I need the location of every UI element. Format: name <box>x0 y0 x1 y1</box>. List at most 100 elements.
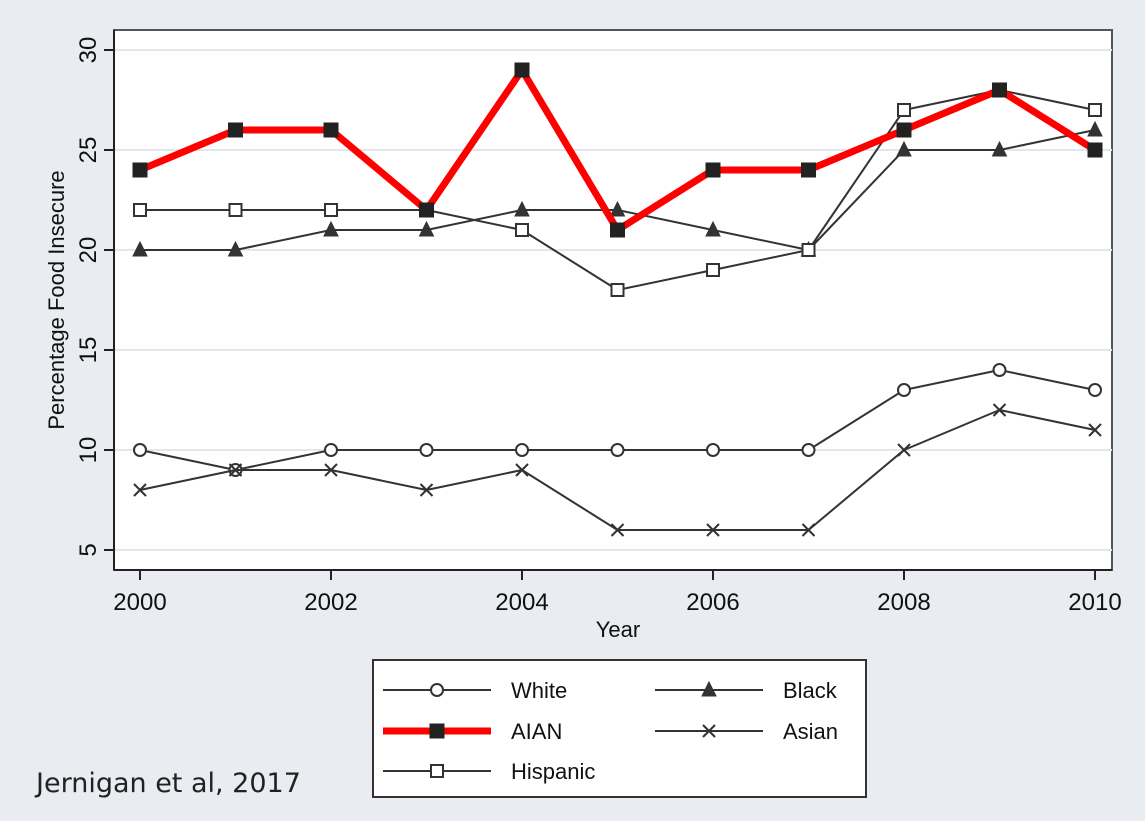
point-asian-2000-stroke-b <box>133 483 147 497</box>
x-tick-label-2002: 2002 <box>304 589 357 616</box>
legend-swatch-marker-white <box>430 683 444 697</box>
point-white-2000 <box>133 443 147 457</box>
gridlines <box>114 49 1112 551</box>
point-black-2005 <box>609 200 626 217</box>
point-aian-2009 <box>992 82 1007 98</box>
point-white-2005 <box>610 443 625 457</box>
point-asian-2004-stroke-b <box>515 463 529 477</box>
legend-label-aian: AIAN <box>511 719 562 744</box>
series-aian <box>132 62 1103 238</box>
point-hispanic-2006 <box>706 263 720 277</box>
legend-swatch-marker-aian <box>429 723 445 739</box>
point-asian-2005-stroke-b <box>610 523 625 537</box>
point-asian-2006 <box>706 523 720 537</box>
x-tick-label-2006: 2006 <box>686 589 739 616</box>
point-black-2002 <box>323 220 339 237</box>
x-tick-label-2010: 2010 <box>1068 589 1121 616</box>
point-black-2004 <box>514 200 530 217</box>
point-white-2008 <box>897 383 911 397</box>
point-hispanic-2002 <box>324 203 338 217</box>
point-asian-2010-stroke-b <box>1088 423 1102 437</box>
point-asian-2007 <box>801 523 816 537</box>
point-asian-2010 <box>1088 423 1102 437</box>
x-tick-label-2004: 2004 <box>495 589 548 616</box>
legend-item-aian: AIAN <box>383 719 562 744</box>
point-hispanic-2000 <box>133 203 147 217</box>
y-tick-label-15: 15 <box>75 337 102 364</box>
point-black-2000 <box>132 240 148 257</box>
point-asian-2003 <box>419 483 434 497</box>
point-asian-2002 <box>324 463 338 477</box>
point-white-2009 <box>992 363 1007 377</box>
point-white-2004 <box>515 443 529 457</box>
y-tick-label-20: 20 <box>75 237 102 264</box>
point-hispanic-2001 <box>228 203 243 217</box>
point-asian-2002-stroke-b <box>324 463 338 477</box>
point-asian-2001 <box>228 463 243 477</box>
point-hispanic-2004 <box>515 223 529 237</box>
legend-item-black: Black <box>655 678 838 703</box>
point-asian-2006-stroke-b <box>706 523 720 537</box>
point-asian-2009-stroke-b <box>992 403 1007 417</box>
point-black-2008 <box>896 140 912 157</box>
point-hispanic-2008 <box>897 103 911 117</box>
source-note: Jernigan et al, 2017 <box>36 768 301 799</box>
point-asian-2005 <box>610 523 625 537</box>
point-white-2007 <box>801 443 816 457</box>
point-asian-2008-stroke-b <box>897 443 911 457</box>
x-tick-label-2000: 2000 <box>113 589 166 616</box>
point-asian-2007-stroke-b <box>801 523 816 537</box>
point-asian-2009 <box>992 403 1007 417</box>
point-aian-2010 <box>1087 142 1103 158</box>
point-black-2001 <box>227 240 244 257</box>
point-black-2006 <box>705 220 721 237</box>
point-white-2002 <box>324 443 338 457</box>
y-axis-title: Percentage Food Insecure <box>44 170 69 429</box>
point-black-2003 <box>418 220 435 237</box>
legend-item-white: White <box>383 678 567 703</box>
legend-label-asian: Asian <box>783 719 838 744</box>
point-aian-2000 <box>132 162 148 178</box>
y-tick-label-10: 10 <box>75 437 102 464</box>
legend-swatch-marker-asian <box>702 724 716 738</box>
legend-swatch-marker-asian-stroke-b <box>702 724 716 738</box>
series-asian <box>133 403 1102 537</box>
x-tick-label-2008: 2008 <box>877 589 930 616</box>
legend-label-black: Black <box>783 678 838 703</box>
point-aian-2005 <box>610 222 625 238</box>
point-white-2010 <box>1088 383 1102 397</box>
point-white-2003 <box>419 443 434 457</box>
point-aian-2001 <box>228 122 243 138</box>
point-asian-2000 <box>133 483 147 497</box>
point-asian-2003-stroke-b <box>419 483 434 497</box>
point-hispanic-2007 <box>801 243 816 257</box>
x-axis-title: Year <box>596 617 640 642</box>
point-black-2009 <box>991 140 1008 157</box>
point-aian-2004 <box>514 62 530 78</box>
point-hispanic-2005 <box>610 283 625 297</box>
legend-swatch-marker-black <box>701 680 717 697</box>
legend-item-hispanic: Hispanic <box>383 759 595 784</box>
legend-label-hispanic: Hispanic <box>511 759 595 784</box>
y-tick-label-30: 30 <box>75 37 102 64</box>
point-aian-2006 <box>705 162 721 178</box>
y-tick-label-5: 5 <box>75 543 102 556</box>
legend-swatch-marker-hispanic <box>430 764 444 778</box>
legend: White Black AIAN Asian Hispanic <box>372 659 867 798</box>
point-aian-2007 <box>801 162 816 178</box>
x-axis: 2000 2002 2004 2006 2008 2010 <box>113 569 1122 616</box>
legend-label-white: White <box>511 678 567 703</box>
point-asian-2004 <box>515 463 529 477</box>
point-asian-2001-stroke-b <box>228 463 243 477</box>
point-aian-2003 <box>419 202 434 218</box>
point-aian-2002 <box>323 122 339 138</box>
point-asian-2008 <box>897 443 911 457</box>
legend-item-asian: Asian <box>655 719 838 744</box>
y-tick-label-25: 25 <box>75 137 102 164</box>
plot-area <box>113 29 1113 571</box>
point-white-2006 <box>706 443 720 457</box>
series-hispanic <box>133 83 1102 297</box>
point-black-2010 <box>1087 120 1103 137</box>
